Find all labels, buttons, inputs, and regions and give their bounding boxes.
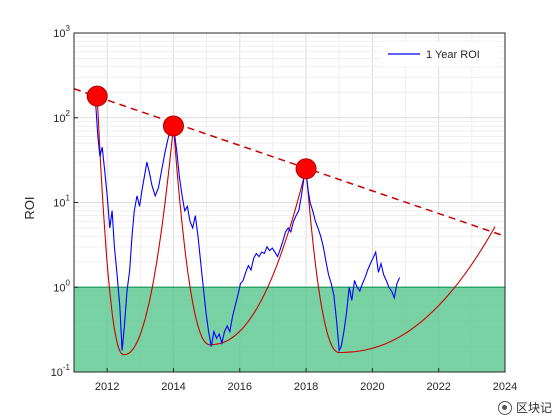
x-tick-label: 2020 (360, 381, 384, 393)
peak-trend-line (73, 88, 506, 237)
y-tick-label: 102 (53, 109, 70, 125)
x-tick-label: 2024 (493, 381, 517, 393)
x-tick-label: 2012 (95, 381, 119, 393)
series-line-0 (95, 102, 401, 353)
wechat-icon (497, 400, 512, 415)
y-tick-label: 100 (53, 278, 70, 294)
x-tick-label: 2022 (426, 381, 450, 393)
peak-marker (162, 115, 184, 137)
cycle-curve (96, 96, 496, 356)
y-tick-label: 103 (53, 24, 70, 40)
green-band-rect (74, 287, 505, 372)
data-layer (73, 85, 506, 356)
watermark: 区块记 (497, 399, 552, 416)
legend-label: 1 Year ROI (426, 49, 480, 61)
y-axis-label: ROI (22, 196, 37, 219)
y-tick-label: 10-1 (51, 363, 71, 379)
peak-marker (295, 158, 317, 180)
peak-marker (86, 85, 108, 107)
x-tick-label: 2016 (228, 381, 252, 393)
ticks: 2012 2014 2016 2018 2020 2022 2024 10-1 100 101 10… (51, 24, 518, 393)
x-tick-label: 2018 (294, 381, 318, 393)
watermark-text: 区块记 (515, 401, 552, 415)
legend-box (381, 41, 499, 67)
green-band (74, 286, 505, 372)
y-tick-label: 101 (53, 194, 70, 210)
legend: 1 Year ROI (381, 41, 499, 67)
x-tick-label: 2014 (161, 381, 185, 393)
